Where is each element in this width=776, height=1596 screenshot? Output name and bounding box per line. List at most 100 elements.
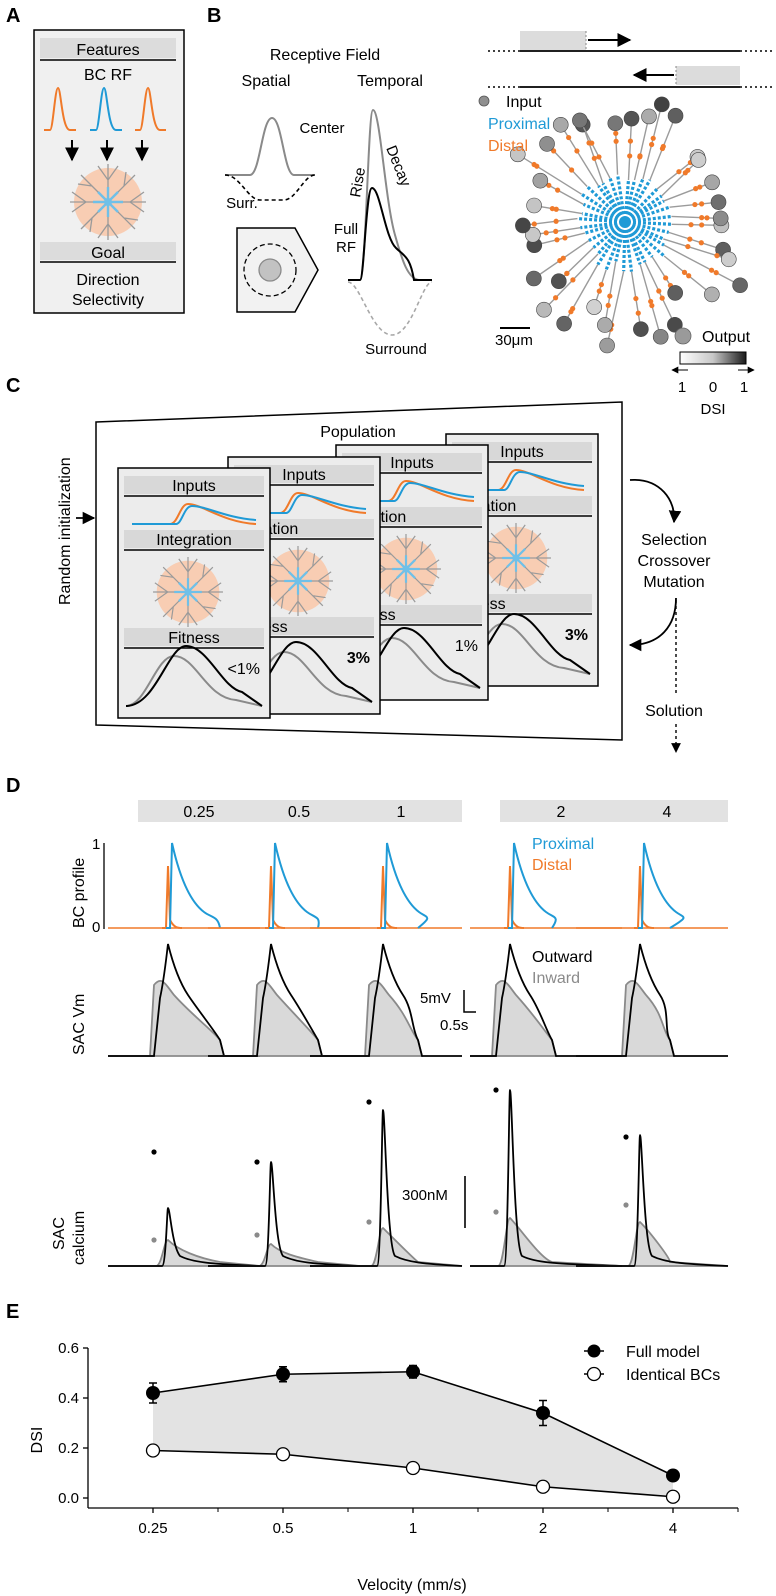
distal-synapse bbox=[568, 167, 575, 173]
input-marker bbox=[572, 112, 588, 129]
distal-dendrite bbox=[663, 181, 713, 202]
proximal-dendrite bbox=[624, 179, 631, 215]
ca-inward-peak-dot bbox=[366, 1219, 372, 1225]
distal-synapse bbox=[633, 295, 639, 302]
distal-synapse bbox=[596, 154, 602, 160]
card-fitness-value: 1% bbox=[455, 638, 478, 655]
full-rf-label-2: RF bbox=[336, 239, 356, 256]
proximal-dendrite bbox=[584, 222, 618, 235]
velocity-header-bg bbox=[340, 800, 462, 822]
ca-outward-peak-dot bbox=[254, 1159, 260, 1165]
input-marker bbox=[704, 286, 720, 303]
proximal-dendrite bbox=[632, 222, 670, 234]
ca-inward-trace bbox=[470, 1217, 623, 1267]
proximal-dendrite bbox=[626, 178, 645, 216]
card-proximal-trace bbox=[350, 481, 475, 502]
velocity-header-bg bbox=[238, 800, 360, 822]
ca-inward-trace bbox=[108, 1239, 261, 1267]
distal-synapse bbox=[660, 143, 666, 150]
mutation-label: Mutation bbox=[643, 574, 704, 591]
ca-inward-trace bbox=[208, 1243, 361, 1267]
input-marker bbox=[720, 251, 737, 268]
distal-dendrite bbox=[579, 120, 611, 179]
distal-synapse bbox=[704, 215, 710, 221]
full-rf-label-1: Full bbox=[334, 221, 358, 238]
spatial-label: Spatial bbox=[242, 73, 291, 90]
distal-synapse bbox=[605, 302, 611, 309]
input-marker bbox=[552, 116, 569, 133]
velocity-header-bg bbox=[500, 800, 622, 822]
point-full-model bbox=[146, 1386, 160, 1400]
proximal-dendrite bbox=[625, 179, 637, 215]
distal-dendrite bbox=[642, 104, 663, 180]
sac-vm-label: SAC Vm bbox=[71, 994, 88, 1055]
proximal-dendrite bbox=[604, 228, 624, 271]
input-marker bbox=[667, 285, 683, 301]
proximal-dendrite bbox=[586, 185, 621, 218]
card-proximal-trace bbox=[132, 504, 257, 525]
proximal-dendrite bbox=[627, 179, 652, 216]
vm-inward-trace bbox=[310, 980, 424, 1057]
proximal-dendrite bbox=[608, 177, 624, 215]
vm-inward-trace bbox=[576, 980, 676, 1057]
input-marker bbox=[539, 136, 555, 152]
distal-legend: Distal bbox=[488, 138, 528, 155]
selection-label: Selection bbox=[641, 532, 707, 549]
proximal-dendrite bbox=[580, 192, 620, 220]
ca-outward-trace bbox=[470, 1089, 623, 1267]
chart-marks: 0.0 0.2 0.4 0.6 0.25 0.5 1 2 4 bbox=[58, 1340, 739, 1537]
distal-dendrite bbox=[558, 246, 595, 282]
card-integration-label: Integration bbox=[156, 532, 232, 549]
scale-mv: 5mV bbox=[420, 990, 451, 1007]
point-full-model bbox=[536, 1406, 550, 1420]
distal-synapse bbox=[682, 170, 688, 176]
point-identical-bcs bbox=[665, 1489, 681, 1504]
card-inputs-label: Inputs bbox=[282, 467, 326, 484]
distal-synapse bbox=[656, 288, 662, 294]
input-marker bbox=[556, 315, 572, 332]
distal-dendrite bbox=[671, 223, 722, 227]
distal-synapse bbox=[687, 236, 693, 242]
point-full-model bbox=[406, 1364, 420, 1379]
input-marker bbox=[710, 194, 727, 210]
selectivity-label: Selectivity bbox=[72, 292, 144, 309]
ca-inward-peak-dot bbox=[151, 1237, 157, 1243]
population-cards: InputstegrationFitness3%InputstegrationF… bbox=[117, 433, 599, 719]
velocity-headers: 0.25 0.5 1 2 4 bbox=[138, 800, 728, 822]
proximal-dendrite bbox=[601, 182, 623, 216]
vm-outward-trace bbox=[470, 943, 622, 1057]
distal-dendrite bbox=[644, 261, 676, 326]
distal-synapse bbox=[607, 293, 613, 299]
card-header bbox=[124, 628, 264, 646]
proximal-dendrite bbox=[627, 228, 647, 263]
distal-synapse bbox=[698, 240, 704, 246]
distal-synapse bbox=[663, 275, 669, 281]
proximal-dendrite bbox=[615, 174, 626, 215]
velocity-header-label: 2 bbox=[557, 804, 566, 821]
input-marker bbox=[509, 146, 526, 163]
distal-synapse bbox=[699, 222, 705, 228]
bc-profile-label: BC profile bbox=[71, 858, 88, 928]
distal-synapse bbox=[714, 253, 720, 259]
distal-synapse bbox=[613, 130, 619, 136]
card-header bbox=[124, 476, 264, 494]
panel-letter-d: D bbox=[6, 775, 20, 797]
proximal-dendrite bbox=[626, 228, 642, 265]
dsi-velocity-chart: DSI Velocity (mm/s) Full model Identical… bbox=[29, 1340, 739, 1594]
distal-synapse bbox=[570, 277, 576, 283]
dsi-colorbar-label: DSI bbox=[700, 401, 725, 418]
x-tick-label: 2 bbox=[539, 1520, 547, 1537]
random-init-label: Random initialization bbox=[57, 457, 74, 605]
card-distal-trace bbox=[132, 502, 257, 525]
distal-synapse bbox=[685, 243, 691, 250]
distal-synapse bbox=[566, 134, 572, 141]
point-identical-bcs bbox=[405, 1460, 421, 1476]
ca-inward-peak-dot bbox=[493, 1209, 499, 1215]
bc-distal-trace bbox=[377, 865, 398, 929]
bc-distal-trace bbox=[634, 865, 655, 929]
x-tick-label: 4 bbox=[669, 1520, 677, 1537]
features-heading: Features bbox=[76, 42, 139, 59]
x-tick-label: 0.5 bbox=[273, 1520, 294, 1537]
distal-synapse bbox=[693, 186, 699, 192]
distal-synapse bbox=[697, 184, 703, 190]
